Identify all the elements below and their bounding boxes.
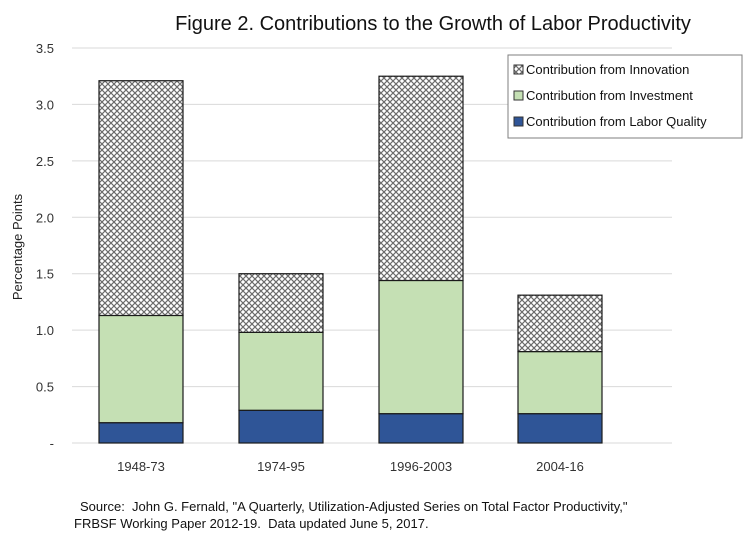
y-tick-labels: - 0.5 1.0 1.5 2.0 2.5 3.0 3.5 xyxy=(36,41,54,451)
bar-segment-contribution-from-labor-quality xyxy=(517,413,603,444)
bar-segment-contribution-from-investment xyxy=(98,314,184,424)
bar-segment-contribution-from-labor-quality xyxy=(238,409,324,444)
y-axis-label: Percentage Points xyxy=(10,193,25,300)
y-tick-label: 2.5 xyxy=(36,154,54,169)
bar-segment-contribution-from-innovation xyxy=(378,75,464,282)
bar-segment-contribution-from-innovation xyxy=(517,294,603,353)
x-tick-labels: 1948-73 1974-95 1996-2003 2004-16 xyxy=(117,459,584,474)
legend-swatch xyxy=(513,64,524,75)
x-tick-label: 1996-2003 xyxy=(390,459,452,474)
chart-title: Figure 2. Contributions to the Growth of… xyxy=(175,13,691,35)
legend-label: Contribution from Investment xyxy=(526,88,693,103)
y-tick-label: - xyxy=(50,436,54,451)
source-line-1: Source: John G. Fernald, "A Quarterly, U… xyxy=(80,499,628,514)
legend: Contribution from Innovation Contribution… xyxy=(507,54,743,139)
y-tick-label: 0.5 xyxy=(36,380,54,395)
y-tick-label: 3.0 xyxy=(36,97,54,112)
y-tick-label: 2.0 xyxy=(36,210,54,225)
x-tick-label: 2004-16 xyxy=(536,459,584,474)
bar-segment-contribution-from-investment xyxy=(238,331,324,411)
y-tick-label: 1.5 xyxy=(36,267,54,282)
bar-segment-contribution-from-labor-quality xyxy=(378,413,464,444)
legend-label: Contribution from Labor Quality xyxy=(526,114,707,129)
source-note: Source: John G. Fernald, "A Quarterly, U… xyxy=(74,498,628,532)
bar-segment-contribution-from-innovation xyxy=(238,273,324,334)
bar-segment-contribution-from-innovation xyxy=(98,80,184,317)
legend-swatch xyxy=(513,116,524,127)
y-tick-label: 1.0 xyxy=(36,323,54,338)
bars xyxy=(98,75,603,444)
y-tick-label: 3.5 xyxy=(36,41,54,56)
x-tick-label: 1974-95 xyxy=(257,459,305,474)
source-line-2: FRBSF Working Paper 2012-19. Data update… xyxy=(74,516,429,531)
bar-segment-contribution-from-investment xyxy=(517,350,603,415)
legend-swatch xyxy=(513,90,524,101)
legend-box xyxy=(507,54,743,139)
bar-segment-contribution-from-investment xyxy=(378,279,464,415)
legend-label: Contribution from Innovation xyxy=(526,62,689,77)
bar-segment-contribution-from-labor-quality xyxy=(98,422,184,444)
x-tick-label: 1948-73 xyxy=(117,459,165,474)
